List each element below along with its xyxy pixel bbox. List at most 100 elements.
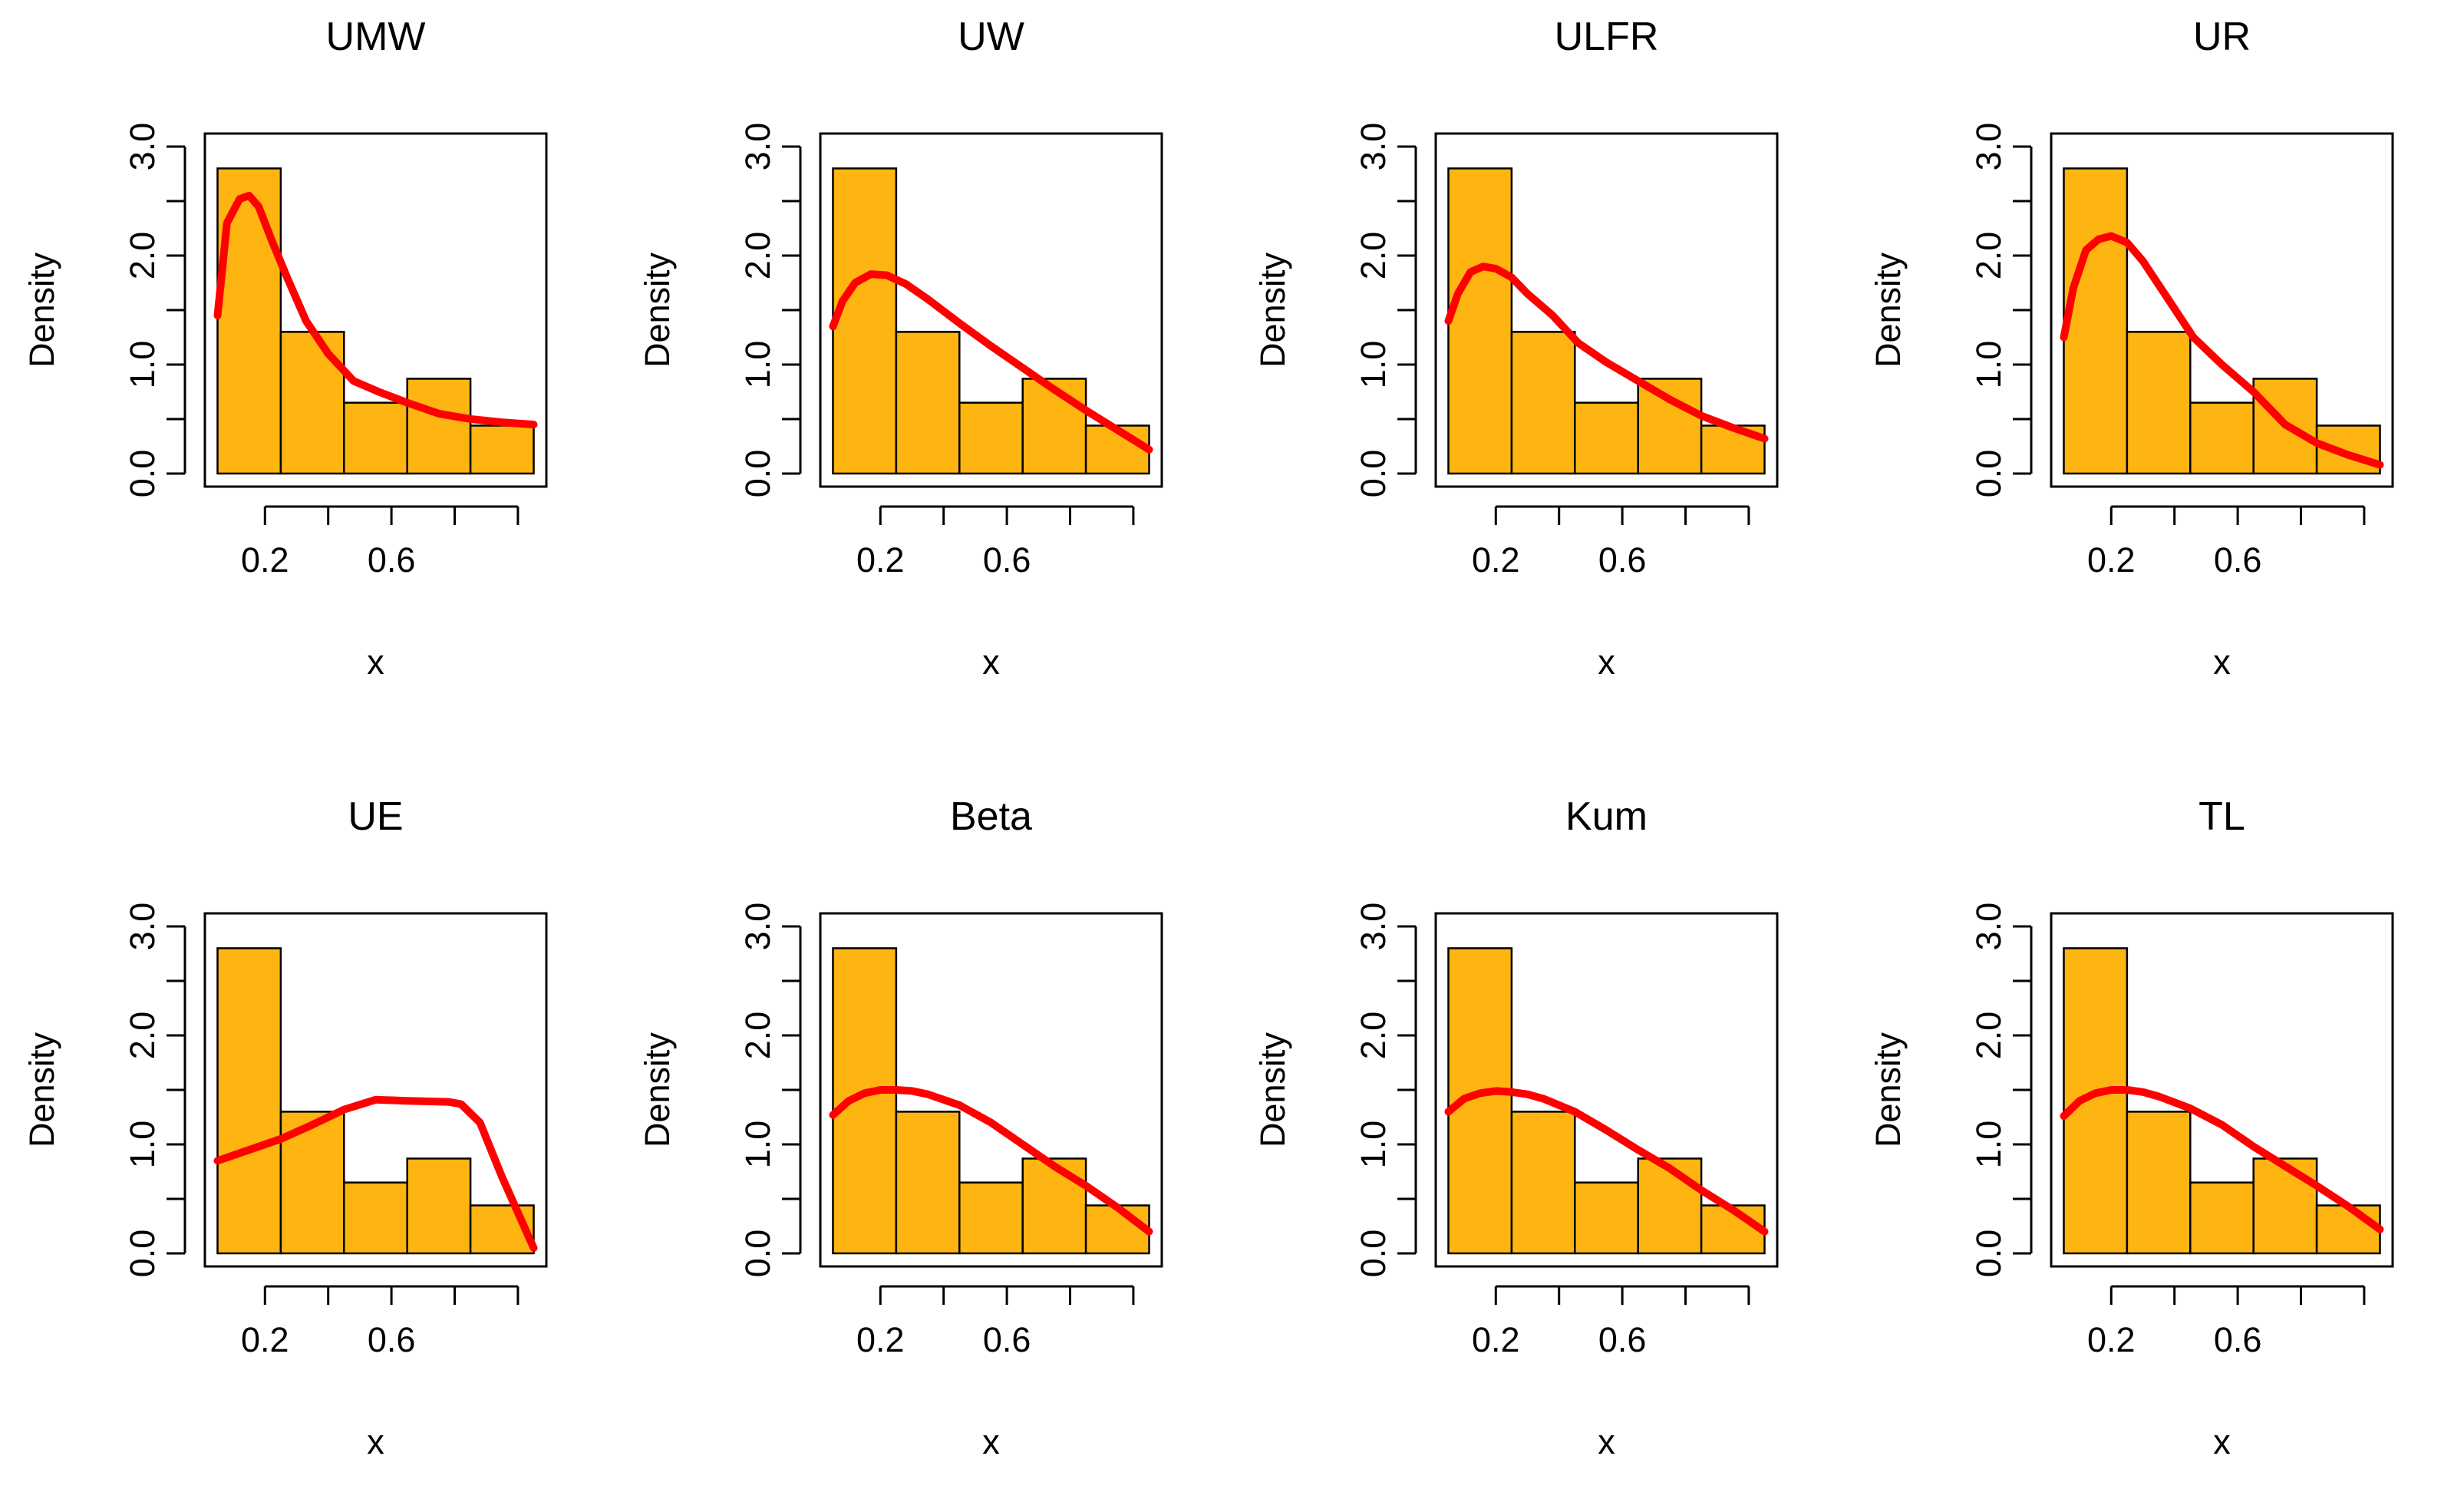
histogram-bar: [895, 1111, 961, 1255]
y-tick-label: 0.0: [1354, 450, 1393, 498]
histogram-bar: [1447, 167, 1513, 475]
x-tick-label: 0.2: [2087, 1320, 2136, 1359]
histogram-bar: [958, 1181, 1024, 1255]
histogram-bar: [2189, 401, 2255, 475]
histogram-bar: [1637, 378, 1703, 475]
y-tick-label: 0.0: [123, 450, 162, 498]
y-tick-label: 3.0: [738, 903, 777, 951]
histogram-bar: [469, 1204, 535, 1255]
x-axis-label: x: [982, 1422, 1000, 1461]
density-curve: [2060, 1086, 2384, 1233]
y-axis-label: Density: [638, 252, 677, 368]
x-axis-label: x: [1598, 642, 1615, 682]
y-axis-label: Density: [22, 1032, 61, 1147]
y-tick-label: 0.0: [1969, 450, 2008, 498]
chart-title: UR: [2193, 15, 2251, 59]
chart-title: ULFR: [1555, 15, 1659, 59]
plot-frame: [203, 132, 548, 488]
y-tick-label: 2.0: [738, 1012, 777, 1060]
histogram-bar: [406, 1157, 472, 1255]
x-tick-label: 0.6: [1598, 1320, 1647, 1359]
x-tick-label: 0.6: [2214, 540, 2262, 579]
y-tick-label: 1.0: [738, 341, 777, 389]
y-axis-label: Density: [638, 1032, 677, 1147]
chart-title: UE: [348, 794, 403, 839]
y-tick-label: 3.0: [738, 123, 777, 171]
density-curve: [213, 191, 538, 429]
histogram-bar: [958, 401, 1024, 475]
chart-title: Beta: [950, 794, 1032, 839]
y-tick-label: 1.0: [123, 341, 162, 389]
panel-kum: 0.2 0.6 0.0 1.0 2.0 3.0 Kum x Density: [1253, 794, 1779, 1461]
panel-beta: 0.2 0.6 0.0 1.0 2.0 3.0 Beta x Density: [638, 794, 1163, 1461]
y-axis-label: Density: [1253, 1032, 1292, 1147]
panel-ue: 0.2 0.6 0.0 1.0 2.0 3.0 UE x Density: [22, 794, 548, 1461]
histogram-bar: [2126, 331, 2192, 475]
chart-title: TL: [2198, 794, 2245, 839]
histogram-bar: [1021, 1157, 1087, 1255]
histogram-bar: [1510, 1111, 1576, 1255]
panel-ur: 0.2 0.6 0.0 1.0 2.0 3.0 UR x Density: [1869, 15, 2394, 682]
histogram-bar: [2252, 1157, 2318, 1255]
histogram-bar: [1447, 947, 1513, 1255]
density-curve: [2060, 232, 2384, 469]
y-tick-label: 2.0: [1969, 232, 2008, 280]
histogram-bar: [2063, 167, 2129, 475]
x-tick-label: 0.2: [2087, 540, 2136, 579]
plot-frame: [203, 912, 548, 1268]
plot-frame: [819, 912, 1163, 1268]
density-curve: [213, 1095, 538, 1252]
histogram-bar: [2063, 947, 2129, 1255]
x-axis-label: x: [367, 642, 384, 682]
panel-uw: 0.2 0.6 0.0 1.0 2.0 3.0 UW x Density: [638, 15, 1163, 682]
histogram-bar: [832, 167, 898, 475]
panel-ulfr: 0.2 0.6 0.0 1.0 2.0 3.0 ULFR x Density: [1253, 15, 1779, 682]
x-tick-label: 0.6: [983, 1320, 1031, 1359]
histogram-bar: [2189, 1181, 2255, 1255]
y-tick-label: 2.0: [1969, 1012, 2008, 1060]
histogram-bar: [216, 947, 282, 1255]
y-tick-label: 0.0: [738, 450, 777, 498]
histogram-bar: [832, 947, 898, 1255]
y-axis-label: Density: [22, 252, 61, 368]
x-tick-label: 0.6: [368, 1320, 416, 1359]
y-tick-label: 0.0: [1969, 1230, 2008, 1278]
x-tick-label: 0.2: [1472, 540, 1520, 579]
x-axis-label: x: [1598, 1422, 1615, 1461]
histogram-bar: [895, 331, 961, 475]
histogram-bar: [469, 424, 535, 475]
y-tick-label: 1.0: [123, 1121, 162, 1169]
y-tick-label: 2.0: [738, 232, 777, 280]
x-axis-label: x: [2213, 642, 2231, 682]
y-tick-label: 0.0: [1354, 1230, 1393, 1278]
histogram-bar: [343, 401, 408, 475]
y-tick-label: 3.0: [1354, 123, 1393, 171]
y-tick-label: 2.0: [123, 1012, 162, 1060]
plot-frame: [819, 132, 1163, 488]
density-curve: [829, 1086, 1153, 1236]
y-tick-label: 1.0: [1969, 341, 2008, 389]
plot-frame: [1434, 132, 1779, 488]
plot-frame: [2050, 912, 2394, 1268]
y-axis-label: Density: [1869, 252, 1908, 368]
y-tick-label: 1.0: [738, 1121, 777, 1169]
y-tick-label: 3.0: [1969, 123, 2008, 171]
histogram-bar: [1021, 378, 1087, 475]
histogram-bar: [2315, 1204, 2381, 1255]
x-tick-label: 0.2: [856, 1320, 905, 1359]
x-tick-label: 0.6: [368, 540, 416, 579]
y-tick-label: 0.0: [123, 1230, 162, 1278]
x-tick-label: 0.6: [1598, 540, 1647, 579]
x-axis-label: x: [2213, 1422, 2231, 1461]
histogram-bar: [279, 331, 345, 475]
histogram-bar: [216, 167, 282, 475]
histogram-bar: [1510, 331, 1576, 475]
y-tick-label: 1.0: [1354, 1121, 1393, 1169]
y-axis-label: Density: [1253, 252, 1292, 368]
x-axis-label: x: [367, 1422, 384, 1461]
density-curve: [1444, 1087, 1769, 1236]
y-tick-label: 2.0: [123, 232, 162, 280]
y-tick-label: 2.0: [1354, 232, 1393, 280]
plot-frame: [1434, 912, 1779, 1268]
